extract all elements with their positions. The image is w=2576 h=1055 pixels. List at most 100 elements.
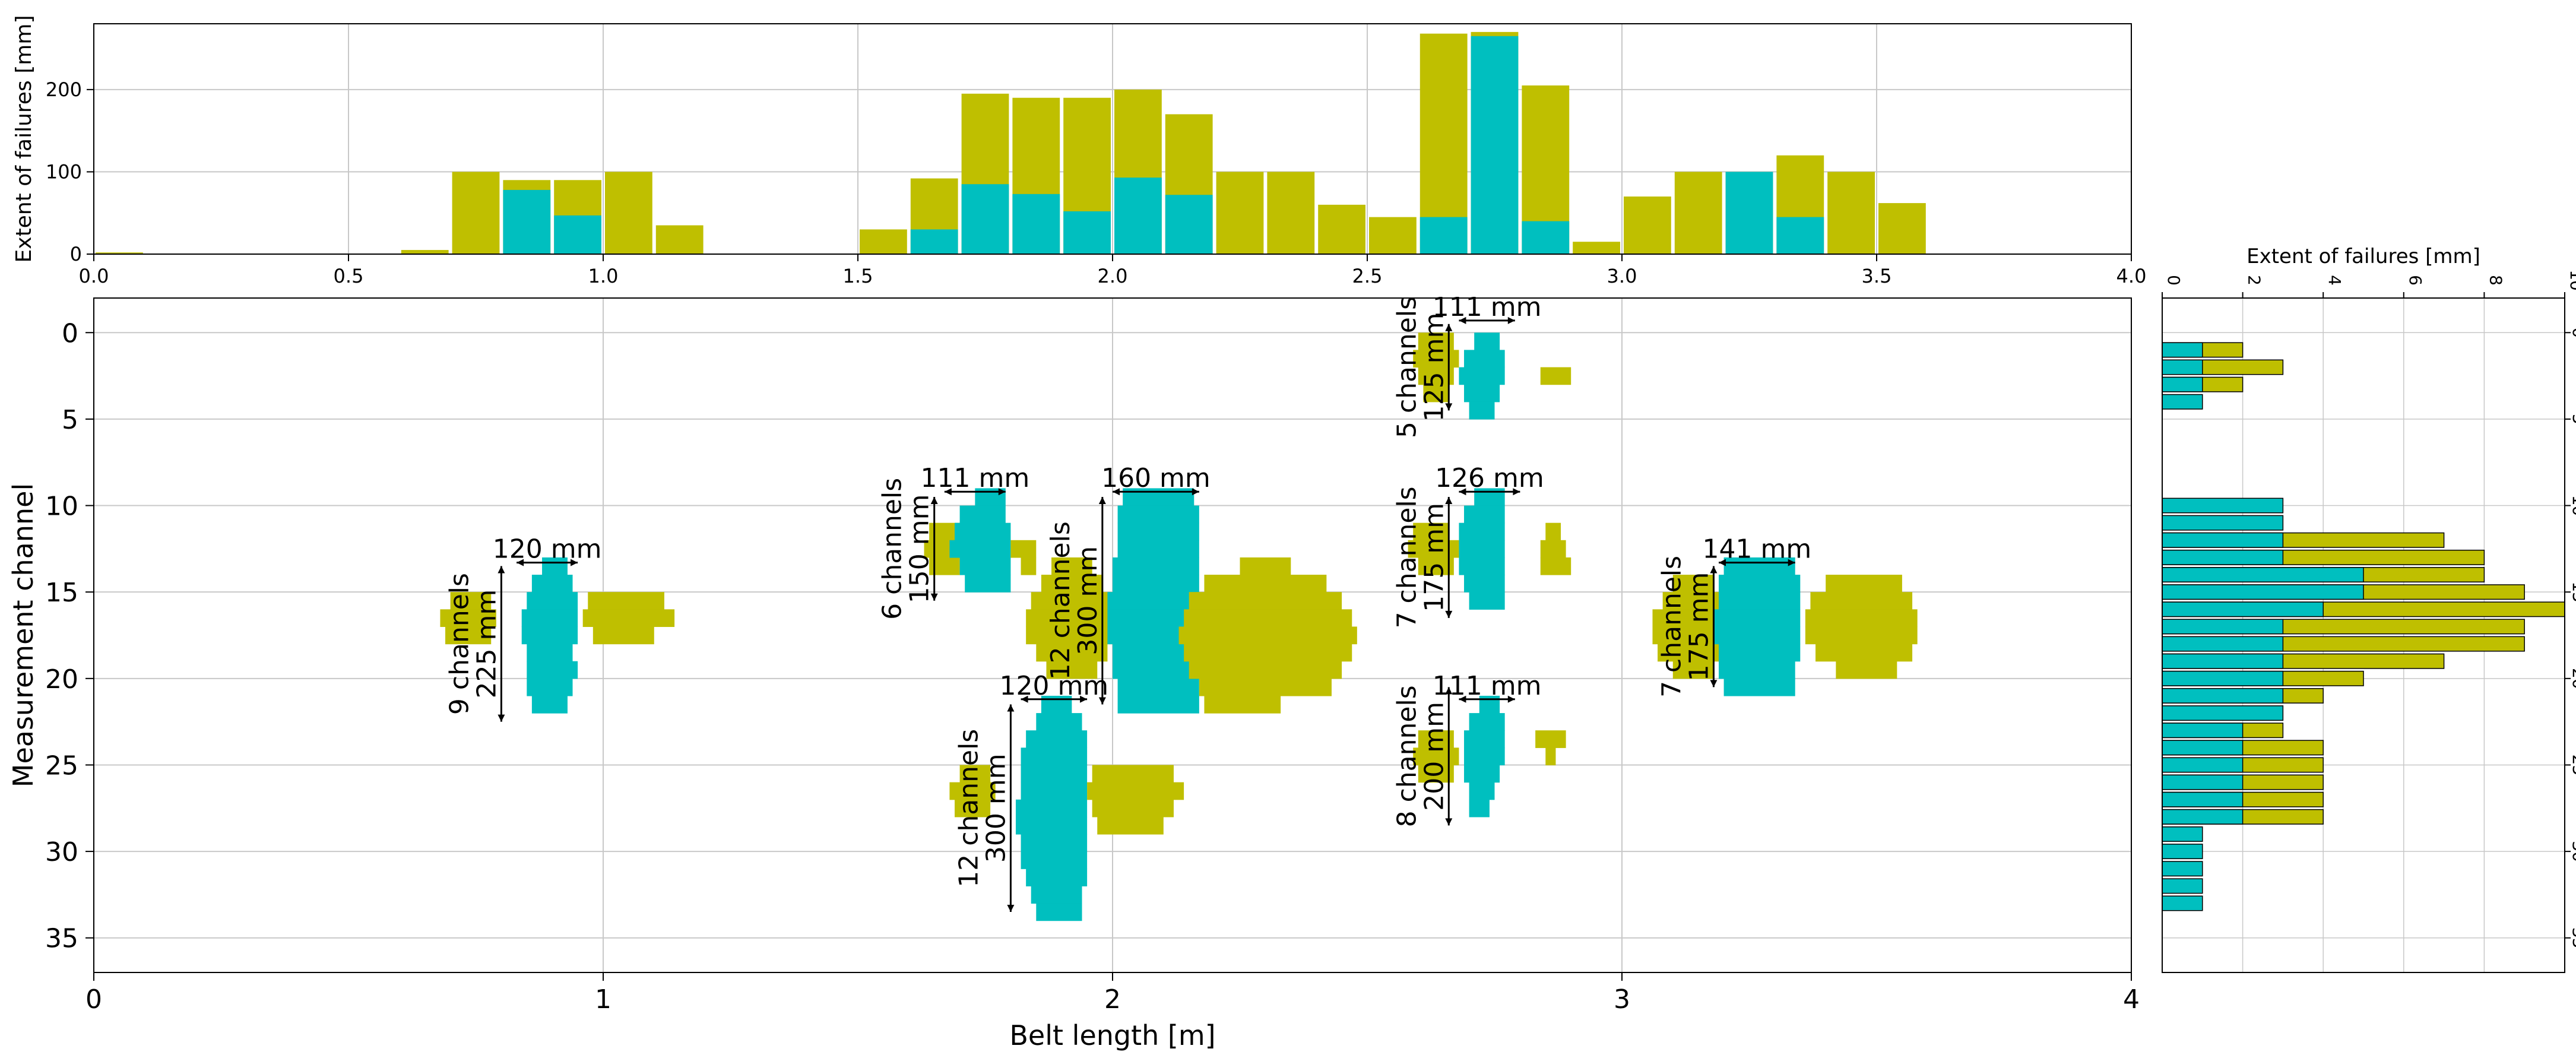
failure-cell-yellow: [1540, 557, 1571, 575]
top-bar-cyan: [503, 189, 551, 254]
failure-cell-cyan: [1713, 626, 1801, 645]
right-xtick-label: 4: [2325, 275, 2344, 286]
height-label: 125 mm: [1419, 313, 1449, 422]
channels-label: 6 channels: [877, 478, 908, 620]
right-xtick-label: 2: [2245, 275, 2264, 286]
top-bar-yellow: [605, 172, 652, 254]
right-ytick-label: 20: [2569, 668, 2576, 689]
right-axes-frame: [2162, 297, 2565, 973]
failure-cell-cyan: [1113, 575, 1199, 593]
failure-cell-cyan: [1464, 384, 1500, 403]
right-bar-cyan: [2162, 532, 2284, 548]
height-arrow-head: [498, 714, 505, 722]
failure-cell-yellow: [1184, 644, 1352, 662]
right-ytick-label: 0: [2569, 327, 2576, 338]
width-label: 120 mm: [493, 534, 602, 565]
failure-cell-yellow: [1810, 592, 1913, 610]
failure-cell-cyan: [1113, 557, 1199, 575]
failure-cell-cyan: [965, 575, 1011, 593]
main-ytick-label: 15: [45, 578, 78, 608]
failure-cell-cyan: [1719, 644, 1801, 662]
right-bar-cyan: [2162, 653, 2284, 669]
right-bar-cyan: [2162, 498, 2284, 514]
top-xtick-label: 4.0: [2116, 265, 2147, 287]
top-bar-cyan: [1063, 211, 1111, 254]
right-bar-cyan: [2162, 549, 2284, 565]
failure-cell-cyan: [1464, 765, 1500, 783]
top-gridlines: [93, 24, 2132, 255]
width-arrow-head: [517, 559, 524, 566]
failure-cell-yellow: [588, 592, 664, 610]
top-bar-yellow: [452, 172, 500, 254]
right-bar-cyan: [2162, 809, 2244, 825]
width-arrow-head: [1192, 488, 1199, 496]
right-bars: [2162, 342, 2565, 911]
width-arrow-head: [1459, 316, 1466, 324]
failure-cell-yellow: [1189, 592, 1342, 610]
top-bar-cyan: [1471, 36, 1519, 255]
height-arrow-head: [1007, 704, 1015, 712]
right-bar-cyan: [2162, 791, 2244, 807]
height-arrow-head: [930, 496, 938, 504]
failure-cell-yellow: [1010, 540, 1037, 558]
top-bar-cyan: [1420, 217, 1468, 254]
right-ytick-label: 5: [2569, 414, 2576, 424]
width-arrow-head: [1113, 488, 1120, 496]
width-label: 111 mm: [1433, 292, 1542, 322]
height-arrow-head: [1445, 687, 1453, 695]
failure-cell-yellow: [959, 765, 991, 783]
main-xtick-label: 2: [1104, 984, 1121, 1015]
top-xtick-label: 0.0: [79, 265, 109, 287]
failure-cell-cyan: [1723, 557, 1795, 575]
failure-cell-yellow: [1836, 661, 1897, 679]
failure-cell-yellow: [1805, 626, 1918, 645]
failure-cell-yellow: [955, 799, 991, 818]
failure-cell-cyan: [1469, 592, 1505, 610]
right-bar-cyan: [2162, 757, 2244, 773]
right-ytick-label: 35: [2569, 927, 2576, 949]
top-xtick-label: 3.0: [1607, 265, 1637, 287]
height-arrow-head: [1445, 403, 1453, 411]
failure-cell-yellow: [1097, 816, 1164, 835]
failure-cell-yellow: [1413, 522, 1449, 541]
right-bar-cyan: [2162, 601, 2324, 617]
failure-cell-cyan: [1459, 557, 1505, 575]
failure-cell-yellow: [1658, 644, 1729, 662]
height-label: 300 mm: [981, 753, 1011, 863]
failure-cell-yellow: [1051, 557, 1092, 575]
height-arrow-head: [1445, 496, 1453, 504]
main-ytick-label: 10: [45, 492, 78, 522]
failure-cell-yellow: [1199, 678, 1332, 696]
failure-cell-yellow: [1826, 575, 1902, 593]
failure-cell-yellow: [1046, 661, 1098, 679]
width-arrow-head: [1513, 488, 1520, 496]
width-arrow-head: [1507, 695, 1515, 703]
top-xtick-label: 3.5: [1862, 265, 1892, 287]
failure-cell-cyan: [1015, 799, 1088, 818]
top-bar-yellow: [655, 225, 704, 254]
failure-cell-cyan: [1464, 575, 1505, 593]
failure-cell-cyan: [1107, 592, 1199, 610]
failure-cell-yellow: [1204, 575, 1327, 593]
failure-cell-yellow: [1240, 557, 1291, 575]
height-label: 300 mm: [1073, 546, 1103, 655]
failure-cell-cyan: [959, 557, 1011, 575]
failure-cell-cyan: [1026, 730, 1088, 748]
width-arrow-head: [1080, 695, 1088, 703]
failure-cell-yellow: [1204, 695, 1281, 714]
failure-cell-cyan: [1036, 903, 1082, 921]
failure-cell-yellow: [440, 609, 496, 628]
channels-label: 12 channels: [1045, 521, 1076, 680]
height-arrow-head: [1098, 496, 1106, 504]
top-bar-yellow: [1674, 172, 1722, 254]
failure-cell-cyan: [1117, 678, 1199, 696]
failure-cell-yellow: [949, 782, 996, 800]
failure-cell-cyan: [542, 557, 568, 575]
failure-cell-cyan: [1719, 661, 1795, 679]
width-arrow-head: [998, 488, 1006, 496]
failure-cell-yellow: [1815, 644, 1913, 662]
failure-cell-yellow: [1087, 782, 1184, 800]
